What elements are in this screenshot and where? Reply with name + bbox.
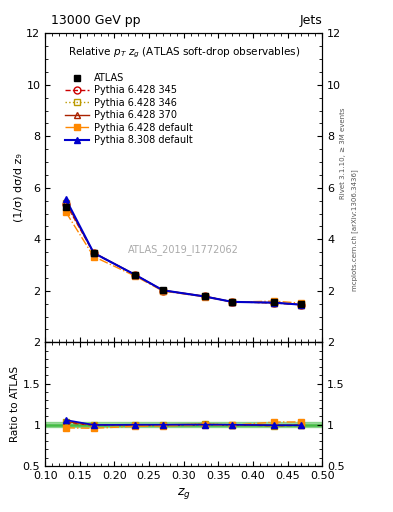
X-axis label: $z_g$: $z_g$ xyxy=(177,486,191,501)
Legend: ATLAS, Pythia 6.428 345, Pythia 6.428 346, Pythia 6.428 370, Pythia 6.428 defaul: ATLAS, Pythia 6.428 345, Pythia 6.428 34… xyxy=(61,69,197,149)
Text: 13000 GeV pp: 13000 GeV pp xyxy=(51,14,141,27)
Y-axis label: (1/σ) dσ/d z₉: (1/σ) dσ/d z₉ xyxy=(13,154,24,222)
Text: Rivet 3.1.10, ≥ 3M events: Rivet 3.1.10, ≥ 3M events xyxy=(340,108,346,199)
Text: mcplots.cern.ch [arXiv:1306.3436]: mcplots.cern.ch [arXiv:1306.3436] xyxy=(352,169,358,291)
Text: ATLAS_2019_I1772062: ATLAS_2019_I1772062 xyxy=(128,244,239,255)
Y-axis label: Ratio to ATLAS: Ratio to ATLAS xyxy=(10,366,20,442)
Text: Relative $\mathit{p}_T$ $z_g$ (ATLAS soft-drop observables): Relative $\mathit{p}_T$ $z_g$ (ATLAS sof… xyxy=(68,46,300,60)
Bar xyxy=(45,422,322,427)
Text: Jets: Jets xyxy=(299,14,322,27)
